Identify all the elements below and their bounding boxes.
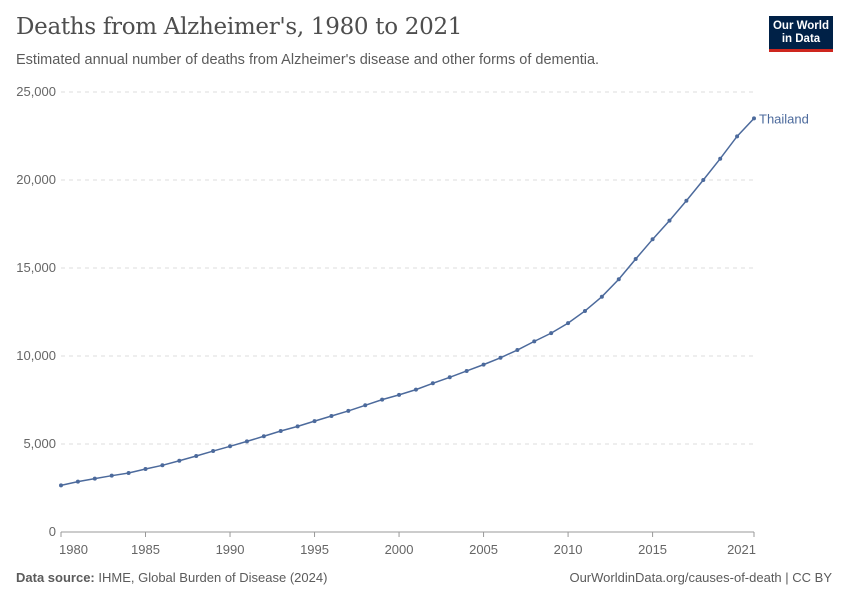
chart-title: Deaths from Alzheimer's, 1980 to 2021 xyxy=(16,14,463,40)
data-point xyxy=(515,348,520,353)
data-point xyxy=(160,463,165,468)
source-label: Data source: xyxy=(16,570,95,585)
data-point xyxy=(244,439,249,444)
y-tick-label: 5,000 xyxy=(23,436,56,451)
data-point xyxy=(532,339,537,344)
data-point xyxy=(633,257,638,262)
data-point xyxy=(363,403,368,408)
data-point xyxy=(481,362,486,367)
x-tick-label: 2000 xyxy=(385,542,414,557)
series-label: Thailand xyxy=(759,111,809,126)
y-tick-label: 25,000 xyxy=(16,84,56,99)
data-point xyxy=(295,424,300,429)
y-tick-label: 0 xyxy=(49,524,56,539)
data-point xyxy=(650,237,655,242)
data-point xyxy=(582,308,587,313)
data-point xyxy=(59,483,63,488)
owid-logo[interactable]: Our World in Data xyxy=(769,16,833,52)
source-link[interactable]: OurWorldinData.org/causes-of-death | CC … xyxy=(569,570,832,585)
y-tick-label: 10,000 xyxy=(16,348,56,363)
data-point xyxy=(228,444,233,449)
chart-subtitle: Estimated annual number of deaths from A… xyxy=(16,52,600,68)
data-point xyxy=(380,397,385,402)
x-tick-label: 2021 xyxy=(727,542,756,557)
data-point xyxy=(211,449,216,454)
data-point xyxy=(346,408,351,413)
x-tick-label: 1985 xyxy=(131,542,160,557)
data-point xyxy=(92,476,97,481)
data-point xyxy=(701,178,706,182)
x-tick-label: 2015 xyxy=(638,542,667,557)
series-line xyxy=(60,117,755,487)
data-point xyxy=(194,453,199,458)
data-point xyxy=(109,473,114,478)
data-point xyxy=(126,471,131,476)
data-source: Data source: IHME, Global Burden of Dise… xyxy=(16,570,327,585)
data-point xyxy=(278,428,283,433)
source-text: IHME, Global Burden of Disease (2024) xyxy=(98,570,328,585)
logo-line2: in Data xyxy=(781,33,821,45)
x-tick-label: 1995 xyxy=(300,542,329,557)
data-point xyxy=(261,434,266,439)
data-point xyxy=(177,458,182,463)
y-tick-label: 20,000 xyxy=(16,172,56,187)
data-point xyxy=(413,387,418,392)
data-point xyxy=(752,116,756,121)
data-point xyxy=(430,381,435,386)
data-point xyxy=(498,355,503,360)
data-point xyxy=(447,375,452,380)
x-tick-label: 2010 xyxy=(554,542,583,557)
data-point xyxy=(143,466,148,471)
data-point xyxy=(312,419,317,424)
logo-line1: Our World xyxy=(772,20,829,32)
y-tick-label: 15,000 xyxy=(16,260,56,275)
data-point xyxy=(616,277,621,282)
data-point xyxy=(397,392,402,397)
data-point xyxy=(549,331,554,336)
x-tick-label: 1980 xyxy=(59,542,88,557)
data-point xyxy=(718,156,723,161)
data-point xyxy=(464,368,469,373)
data-point xyxy=(599,294,604,299)
data-point xyxy=(329,414,334,419)
data-point xyxy=(667,218,672,223)
data-point xyxy=(735,134,740,139)
data-point xyxy=(566,321,571,326)
x-tick-label: 2005 xyxy=(469,542,498,557)
data-point xyxy=(684,198,689,203)
x-tick-label: 1990 xyxy=(216,542,245,557)
data-point xyxy=(75,479,80,484)
